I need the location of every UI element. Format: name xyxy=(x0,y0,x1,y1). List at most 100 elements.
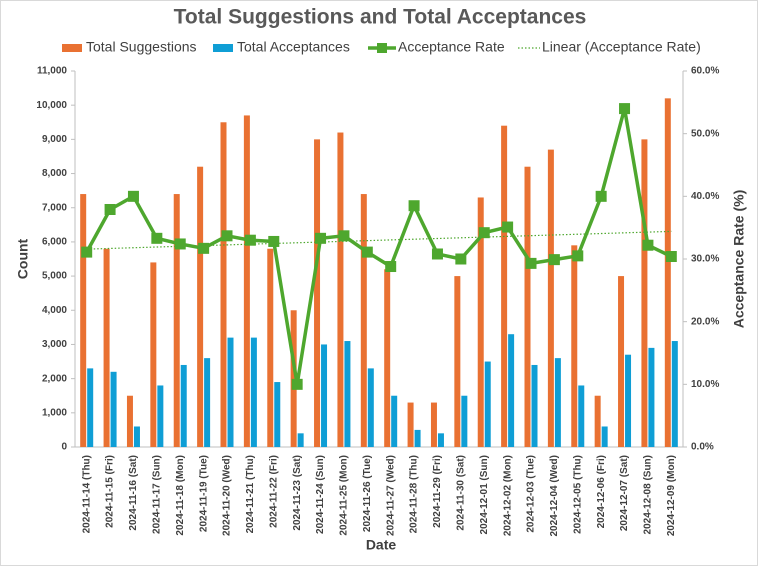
marker xyxy=(642,239,654,251)
bar xyxy=(321,344,328,447)
chart-title: Total Suggestions and Total Acceptances xyxy=(174,6,587,29)
x-tick-label: 2024-11-28 (Thu) xyxy=(409,455,420,533)
x-tick-label: 2024-11-21 (Thu) xyxy=(245,455,256,533)
x-tick-label: 2024-12-06 (Fri) xyxy=(596,455,607,528)
bar xyxy=(157,385,164,447)
marker xyxy=(174,238,186,250)
marker xyxy=(315,232,327,244)
y2-tick-label: 50.0% xyxy=(691,128,719,139)
bar xyxy=(314,139,321,447)
bar xyxy=(243,115,250,447)
marker xyxy=(455,253,467,265)
x-tick-label: 2024-11-15 (Fri) xyxy=(105,455,116,528)
legend-swatch xyxy=(377,43,387,53)
bar xyxy=(531,364,538,447)
bar xyxy=(274,382,281,447)
legend-label: Linear (Acceptance Rate) xyxy=(542,39,701,55)
marker xyxy=(338,230,350,242)
bar xyxy=(625,354,632,447)
y-tick-label: 5,000 xyxy=(42,271,67,282)
y-tick-label: 3,000 xyxy=(42,339,67,350)
y-axis-title: Count xyxy=(15,238,31,279)
bar xyxy=(180,364,187,447)
bar xyxy=(384,269,391,447)
x-tick-label: 2024-11-17 (Sun) xyxy=(151,455,162,534)
bar xyxy=(126,395,133,447)
y-tick-label: 0 xyxy=(61,442,67,453)
trendline xyxy=(86,230,672,250)
y-tick-label: 4,000 xyxy=(42,305,67,316)
bar xyxy=(267,248,274,447)
bar xyxy=(150,262,157,447)
bar xyxy=(414,429,421,447)
bar xyxy=(344,341,351,447)
legend-label: Total Acceptances xyxy=(237,39,350,55)
bar xyxy=(524,166,531,447)
marker xyxy=(268,235,280,247)
bar xyxy=(250,337,257,447)
bar xyxy=(554,358,561,447)
y-tick-label: 6,000 xyxy=(42,237,67,248)
marker xyxy=(385,261,397,273)
y2-tick-label: 20.0% xyxy=(691,316,719,327)
marker xyxy=(104,203,116,215)
marker xyxy=(619,103,631,115)
marker xyxy=(595,190,607,202)
legend-label: Acceptance Rate xyxy=(398,39,505,55)
bar xyxy=(290,310,297,447)
bar xyxy=(601,426,608,447)
legend-label: Total Suggestions xyxy=(86,39,197,55)
bar xyxy=(648,347,655,447)
bar xyxy=(87,368,94,447)
bar xyxy=(454,276,461,447)
bar xyxy=(367,368,374,447)
marker xyxy=(572,250,584,262)
bar xyxy=(484,361,491,447)
bar xyxy=(337,132,344,447)
y-tick-label: 11,000 xyxy=(37,66,67,77)
x-tick-label: 2024-12-07 (Sat) xyxy=(619,455,630,531)
y2-tick-label: 10.0% xyxy=(691,379,719,390)
y-tick-label: 7,000 xyxy=(42,202,67,213)
marker xyxy=(244,234,256,246)
x-tick-label: 2024-12-05 (Thu) xyxy=(572,455,583,534)
x-tick-label: 2024-11-24 (Sun) xyxy=(315,455,326,534)
bar xyxy=(110,371,117,447)
marker xyxy=(127,190,139,202)
bar xyxy=(578,385,585,447)
x-tick-label: 2024-11-22 (Fri) xyxy=(268,455,279,528)
x-tick-label: 2024-11-25 (Mon) xyxy=(339,455,350,536)
marker xyxy=(291,378,303,390)
bar xyxy=(133,426,140,447)
x-tick-label: 2024-11-18 (Mon) xyxy=(175,455,186,536)
bar xyxy=(407,402,414,447)
y2-tick-label: 0.0% xyxy=(691,442,714,453)
bar xyxy=(103,248,110,447)
marker xyxy=(361,246,373,258)
bar xyxy=(501,125,508,447)
bar xyxy=(204,358,211,447)
bar xyxy=(618,276,625,447)
bar xyxy=(547,149,554,448)
x-tick-label: 2024-12-08 (Sun) xyxy=(643,455,654,534)
marker xyxy=(548,254,560,266)
x-tick-label: 2024-11-23 (Sat) xyxy=(292,455,303,531)
x-tick-label: 2024-12-02 (Mon) xyxy=(502,455,513,536)
bar xyxy=(80,194,87,447)
x-tick-label: 2024-11-14 (Thu) xyxy=(81,455,92,533)
bar xyxy=(173,194,180,447)
marker xyxy=(408,200,420,212)
marker xyxy=(478,227,490,239)
bar xyxy=(641,139,648,447)
marker xyxy=(198,242,210,254)
x-tick-label: 2024-11-16 (Sat) xyxy=(128,455,139,531)
x-tick-label: 2024-11-30 (Sat) xyxy=(455,455,466,531)
marker xyxy=(81,246,93,258)
y-tick-label: 2,000 xyxy=(42,373,67,384)
bar xyxy=(227,337,234,447)
bar xyxy=(391,395,398,447)
x-axis-title: Date xyxy=(366,537,397,553)
marker xyxy=(665,250,677,262)
